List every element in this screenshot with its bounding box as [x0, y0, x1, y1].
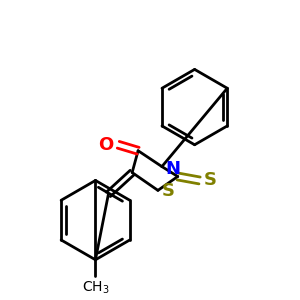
- Text: S: S: [162, 182, 175, 200]
- Text: O: O: [98, 136, 113, 154]
- Text: CH$_3$: CH$_3$: [82, 280, 109, 296]
- Text: S: S: [203, 172, 217, 190]
- Text: N: N: [166, 160, 181, 178]
